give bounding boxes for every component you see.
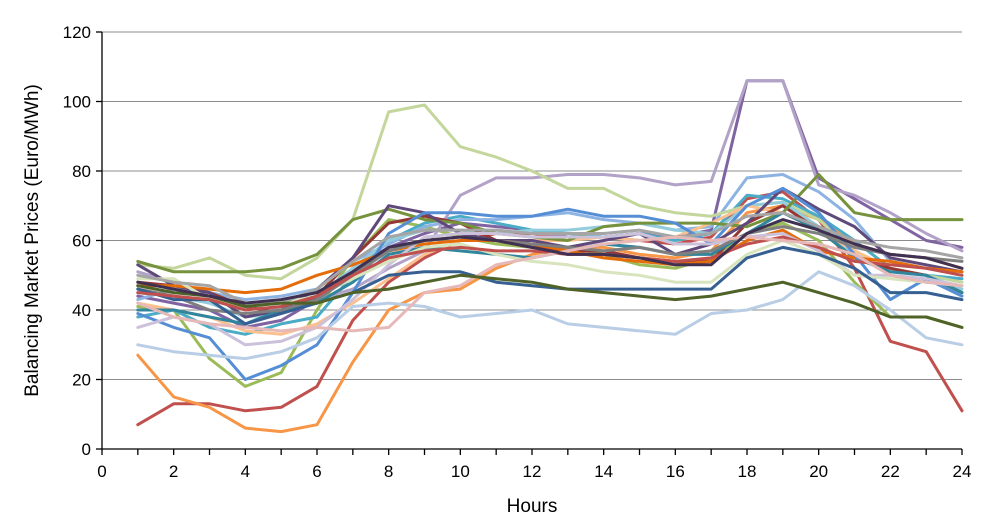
x-tick-label: 0 xyxy=(97,462,106,481)
y-tick-label: 40 xyxy=(72,301,91,320)
y-axis-title: Balancing Market Prices (Euro/MWh) xyxy=(22,84,43,397)
x-tick-label: 8 xyxy=(384,462,393,481)
series-line-16 xyxy=(136,186,964,381)
y-tick-label: 0 xyxy=(82,440,91,459)
series-line-26 xyxy=(136,218,964,305)
x-tick-label: 18 xyxy=(738,462,757,481)
series-line-23 xyxy=(136,235,964,312)
x-tick-label: 22 xyxy=(881,462,900,481)
series-line-15 xyxy=(136,228,964,295)
y-tick-label: 120 xyxy=(63,23,91,42)
axes xyxy=(96,31,963,455)
x-axis-title: Hours xyxy=(507,496,558,517)
series-line-20 xyxy=(136,225,964,315)
x-tick-label: 14 xyxy=(594,462,613,481)
x-tick-label: 6 xyxy=(312,462,321,481)
y-tick-label: 80 xyxy=(72,162,91,181)
x-tick-label: 20 xyxy=(809,462,828,481)
x-tick-label: 4 xyxy=(241,462,250,481)
x-tick-label: 16 xyxy=(666,462,685,481)
series-line-8 xyxy=(136,103,964,284)
series-line-17 xyxy=(136,232,964,347)
x-tick-label: 24 xyxy=(953,462,972,481)
series-line-12 xyxy=(136,173,964,274)
series-line-19 xyxy=(136,270,964,361)
y-tick-label: 60 xyxy=(72,232,91,251)
x-tick-label: 10 xyxy=(451,462,470,481)
y-tick-label: 20 xyxy=(72,371,91,390)
y-tick-label: 100 xyxy=(63,93,91,112)
series-line-22 xyxy=(136,245,964,326)
x-tick-label: 12 xyxy=(523,462,542,481)
series-lines xyxy=(136,79,964,434)
series-line-25 xyxy=(136,273,964,329)
series-line-24 xyxy=(136,235,964,333)
series-line-6 xyxy=(136,173,964,302)
x-tick-label: 2 xyxy=(169,462,178,481)
